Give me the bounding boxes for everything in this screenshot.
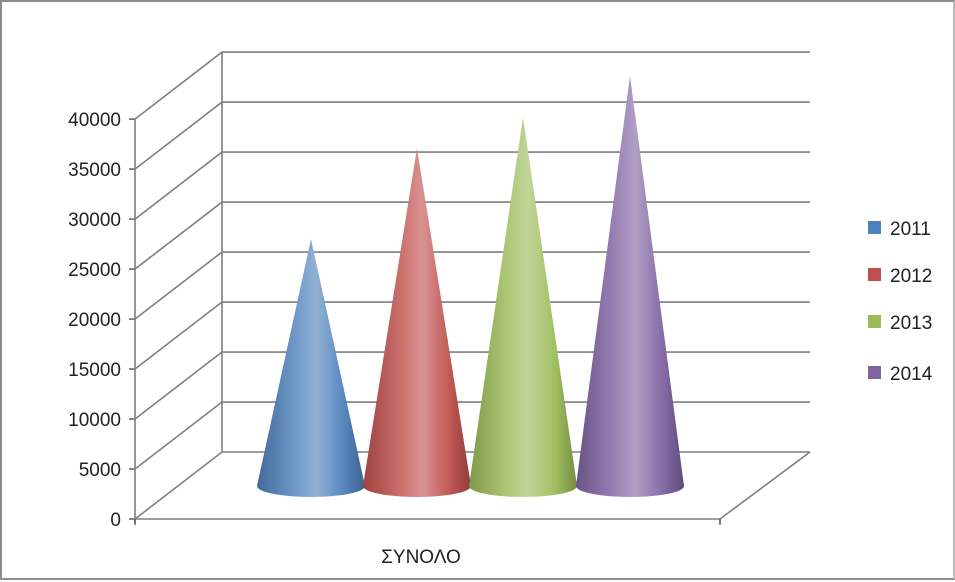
cone-2013 (469, 117, 577, 497)
floor-right-edge (719, 451, 811, 520)
cones (257, 76, 684, 497)
legend: 2011 2012 2013 2014 (868, 219, 933, 385)
gridline (134, 201, 810, 270)
gridline (134, 251, 810, 320)
axes (129, 52, 811, 525)
legend-label-2014: 2014 (890, 364, 933, 385)
cone-2014 (576, 76, 684, 497)
legend-swatch-2011 (868, 221, 881, 234)
x-category-label: ΣΥΝΟΛΟ (381, 547, 461, 568)
gridline (134, 51, 810, 120)
legend-label-2012: 2012 (890, 266, 932, 287)
gridline (134, 151, 810, 220)
y-tick-label: 5000 (79, 460, 121, 481)
y-tick-label: 10000 (68, 410, 121, 431)
legend-swatch-2012 (868, 268, 881, 281)
legend-label-2011: 2011 (890, 219, 931, 240)
y-tick-label: 35000 (68, 160, 121, 181)
cone-2011 (257, 239, 365, 497)
y-tick-labels: 0 5000 10000 15000 20000 25000 30000 35000 40000 (68, 110, 121, 531)
gridlines (134, 51, 810, 520)
legend-label-2013: 2013 (890, 313, 932, 334)
y-tick-label: 0 (110, 510, 121, 531)
gridline (134, 351, 810, 420)
gridline (134, 301, 810, 370)
gridline (134, 401, 810, 470)
gridline (134, 101, 810, 170)
y-tick-label: 25000 (68, 260, 121, 281)
y-tick-label: 40000 (68, 110, 121, 131)
y-tick-label: 15000 (68, 360, 121, 381)
legend-swatch-2014 (868, 366, 881, 379)
y-tick-label: 30000 (68, 210, 121, 231)
legend-swatch-2013 (868, 315, 881, 328)
cone-2012 (363, 148, 471, 497)
y-tick-label: 20000 (68, 310, 121, 331)
